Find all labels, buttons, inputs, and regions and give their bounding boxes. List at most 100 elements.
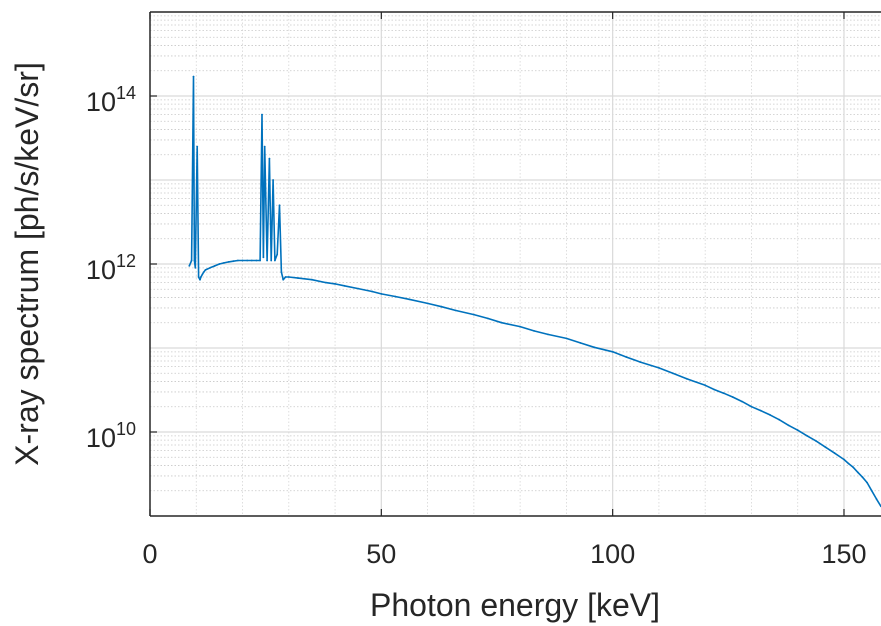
data-point — [272, 179, 274, 181]
series-layer — [188, 75, 881, 508]
data-point — [593, 346, 596, 349]
data-point — [875, 498, 878, 500]
data-point — [209, 266, 212, 269]
data-point — [268, 157, 271, 160]
y-tick-base: 10 — [86, 423, 116, 453]
data-point — [194, 266, 197, 269]
data-point — [357, 287, 360, 290]
data-point — [204, 269, 207, 271]
data-point — [547, 333, 549, 336]
data-point — [227, 261, 230, 263]
y-tick-base: 10 — [86, 87, 116, 117]
y-tick-label: 1012 — [86, 251, 136, 285]
y-tick-exponent: 10 — [116, 419, 136, 439]
data-point — [202, 271, 205, 273]
data-point — [274, 259, 276, 262]
data-point — [870, 489, 873, 492]
data-point — [266, 259, 268, 262]
data-point — [297, 277, 299, 279]
data-point — [199, 278, 201, 281]
data-point — [223, 262, 225, 264]
data-point — [533, 330, 535, 332]
y-axis-label: X-ray spectrum [ph/s/keV/sr] — [9, 62, 45, 466]
data-point — [473, 313, 475, 316]
data-point — [815, 440, 818, 442]
data-point — [218, 263, 221, 265]
data-point — [611, 350, 614, 353]
data-point — [440, 305, 443, 308]
data-point — [722, 392, 725, 395]
data-point — [769, 414, 771, 416]
data-point — [824, 446, 827, 449]
x-tick-label: 50 — [366, 539, 396, 569]
data-point — [625, 356, 628, 358]
data-point — [263, 145, 266, 148]
data-point — [843, 458, 845, 461]
data-point — [787, 424, 790, 427]
axes — [149, 11, 881, 517]
data-point — [658, 367, 660, 369]
data-point — [287, 276, 290, 278]
y-tick-label: 1010 — [86, 419, 136, 453]
data-point — [796, 429, 799, 432]
data-point — [741, 400, 744, 403]
data-point — [255, 259, 258, 262]
x-tick-label: 0 — [142, 539, 157, 569]
data-point — [704, 384, 707, 387]
data-point — [847, 462, 850, 465]
data-point — [197, 276, 200, 278]
y-tick-exponent: 14 — [116, 83, 136, 103]
major-grid — [150, 12, 881, 516]
data-point — [806, 434, 808, 437]
data-point — [190, 259, 193, 262]
data-point — [519, 325, 521, 328]
data-point — [861, 476, 864, 479]
data-point — [371, 290, 373, 293]
data-point — [750, 405, 753, 408]
data-point — [565, 337, 568, 340]
x-axis-label: Photon energy [keV] — [370, 587, 660, 623]
data-point — [262, 256, 265, 259]
data-point — [833, 452, 836, 455]
data-point — [671, 372, 674, 375]
data-point — [426, 302, 429, 305]
data-point — [284, 276, 287, 278]
data-point — [188, 265, 191, 267]
data-point — [324, 281, 327, 284]
data-point — [857, 471, 859, 474]
data-point — [270, 259, 273, 262]
data-point — [276, 253, 279, 256]
data-point — [261, 113, 263, 116]
data-point — [852, 466, 855, 469]
y-tick-base: 10 — [86, 255, 116, 285]
data-point — [759, 409, 762, 412]
data-point — [192, 75, 195, 78]
data-point — [280, 271, 283, 273]
data-point — [241, 259, 244, 262]
data-point — [193, 259, 196, 262]
data-point — [713, 388, 716, 391]
y-tick-label: 1014 — [86, 83, 136, 117]
data-point — [500, 321, 503, 324]
data-point — [311, 278, 313, 281]
data-point — [201, 273, 204, 276]
data-point — [237, 259, 239, 262]
x-tick-label: 150 — [821, 539, 866, 569]
data-point — [282, 278, 285, 281]
data-point — [200, 276, 202, 278]
data-point — [196, 145, 199, 148]
data-point — [343, 284, 346, 287]
y-tick-exponent: 12 — [116, 251, 136, 271]
data-point — [866, 481, 868, 484]
y-tick-labels: 1010 1012 1014 — [86, 83, 136, 453]
data-point — [454, 309, 457, 312]
data-point — [250, 259, 253, 262]
data-point — [732, 396, 734, 398]
data-point — [778, 418, 781, 421]
data-point — [685, 377, 688, 380]
data-point — [380, 293, 383, 295]
x-tick-labels: 0 50 100 150 — [142, 539, 866, 569]
data-point — [213, 265, 216, 267]
data-point — [639, 361, 642, 363]
